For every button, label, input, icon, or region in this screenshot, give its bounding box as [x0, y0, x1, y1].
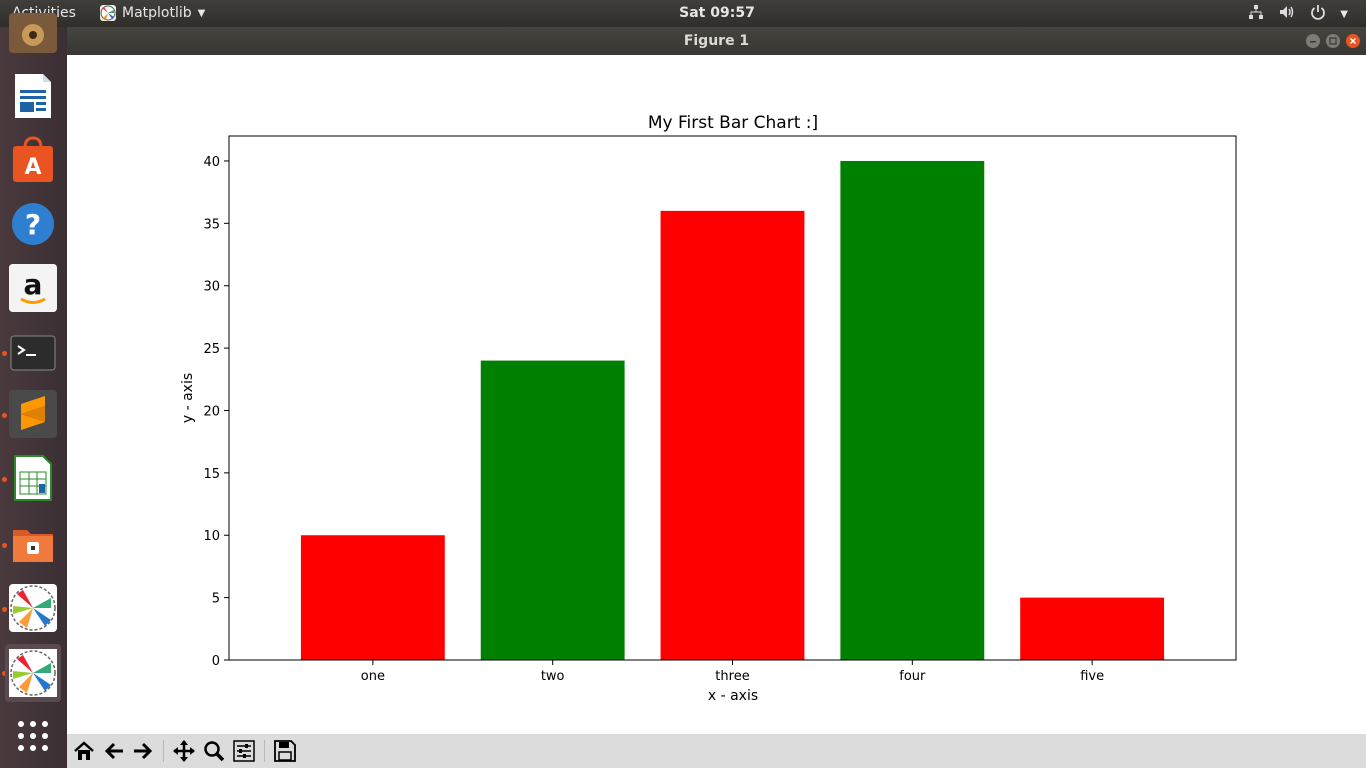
software-center-icon[interactable]: A	[9, 136, 57, 184]
bar-two	[480, 360, 625, 660]
running-indicator	[2, 413, 7, 418]
running-indicator	[2, 351, 7, 356]
x-tick-label: one	[361, 669, 385, 684]
matplotlib-icon	[100, 5, 116, 21]
forward-icon	[134, 742, 153, 760]
help-icon[interactable]: ?	[9, 200, 57, 248]
pan-button[interactable]	[171, 738, 197, 764]
configure-subplots-button[interactable]	[231, 738, 257, 764]
running-indicator	[2, 543, 7, 548]
bar-five	[1020, 597, 1165, 660]
calc-icon[interactable]	[9, 454, 57, 502]
bars	[300, 160, 1165, 660]
pan-icon	[173, 740, 195, 762]
figure-canvas[interactable]: My First Bar Chart :] 0 5 10 15 20 25 30 35 40 o…	[67, 55, 1366, 734]
bar-one	[300, 535, 445, 660]
save-icon	[274, 740, 296, 762]
x-axis-ticks: one two three four five	[361, 660, 1104, 684]
navigation-toolbar	[67, 734, 1366, 768]
running-indicator	[2, 607, 7, 612]
y-tick-label: 20	[203, 404, 220, 419]
bar-chart: My First Bar Chart :] 0 5 10 15 20 25 30 35 40 o…	[180, 113, 1237, 704]
zoom-icon	[204, 741, 225, 762]
bar-four	[840, 160, 985, 660]
files-icon[interactable]	[9, 520, 57, 568]
y-tick-label: 30	[203, 280, 220, 295]
matplotlib-icon[interactable]	[9, 584, 57, 632]
y-axis-label: y - axis	[180, 373, 196, 423]
x-axis-label: x - axis	[708, 688, 758, 704]
writer-icon[interactable]	[9, 72, 57, 120]
chevron-down-icon: ▼	[1340, 8, 1348, 20]
svg-text:A: A	[24, 155, 41, 180]
forward-button[interactable]	[130, 738, 156, 764]
y-tick-label: 25	[203, 342, 220, 357]
home-button[interactable]	[71, 738, 97, 764]
terminal-icon[interactable]	[9, 328, 57, 376]
axes-frame	[228, 135, 1237, 661]
running-indicator	[2, 671, 7, 676]
x-tick-label: five	[1080, 669, 1104, 684]
chart-title: My First Bar Chart :]	[648, 113, 818, 133]
y-axis-ticks: 0 5 10 15 20 25 30 35 40	[203, 155, 229, 669]
volume-icon	[1278, 4, 1296, 24]
svg-text:a: a	[24, 268, 43, 301]
launcher-dock: A ? a	[0, 13, 67, 768]
y-tick-label: 15	[203, 467, 220, 482]
network-icon	[1248, 4, 1264, 24]
sublime-text-icon[interactable]	[9, 390, 57, 438]
minimize-button[interactable]	[1306, 34, 1320, 48]
amazon-icon[interactable]: a	[9, 264, 57, 312]
power-icon	[1310, 4, 1326, 24]
music-icon[interactable]	[9, 13, 57, 53]
window-title: Figure 1	[683, 33, 750, 49]
configure-subplots-icon	[233, 740, 255, 762]
back-icon	[104, 742, 123, 760]
bar-three	[660, 210, 805, 660]
app-menu-label: Matplotlib	[122, 5, 192, 21]
x-tick-label: four	[899, 669, 926, 684]
save-button[interactable]	[272, 738, 298, 764]
home-icon	[74, 741, 94, 760]
show-apps-icon[interactable]	[9, 712, 57, 760]
top-bar: Activities Matplotlib ▼ Sat 09:57 ▼	[0, 0, 1366, 27]
chevron-down-icon: ▼	[197, 7, 206, 19]
toolbar-separator	[264, 740, 265, 762]
close-button[interactable]	[1346, 34, 1360, 48]
toolbar-separator	[163, 740, 164, 762]
maximize-button[interactable]	[1326, 34, 1340, 48]
app-menu[interactable]: Matplotlib ▼	[100, 5, 205, 21]
x-tick-label: two	[541, 669, 565, 684]
y-tick-label: 0	[212, 654, 220, 669]
running-indicator	[2, 477, 7, 482]
svg-text:?: ?	[25, 208, 41, 241]
y-tick-label: 10	[203, 529, 220, 544]
y-tick-label: 40	[203, 155, 220, 170]
back-button[interactable]	[101, 738, 127, 764]
y-tick-label: 35	[203, 217, 220, 232]
window-title-bar[interactable]: Figure 1	[67, 27, 1366, 55]
system-tray[interactable]: ▼	[1248, 4, 1348, 24]
zoom-button[interactable]	[201, 738, 227, 764]
y-tick-label: 5	[212, 592, 220, 607]
clock[interactable]: Sat 09:57	[679, 5, 755, 21]
x-tick-label: three	[715, 669, 749, 684]
matplotlib-icon[interactable]	[5, 644, 61, 702]
